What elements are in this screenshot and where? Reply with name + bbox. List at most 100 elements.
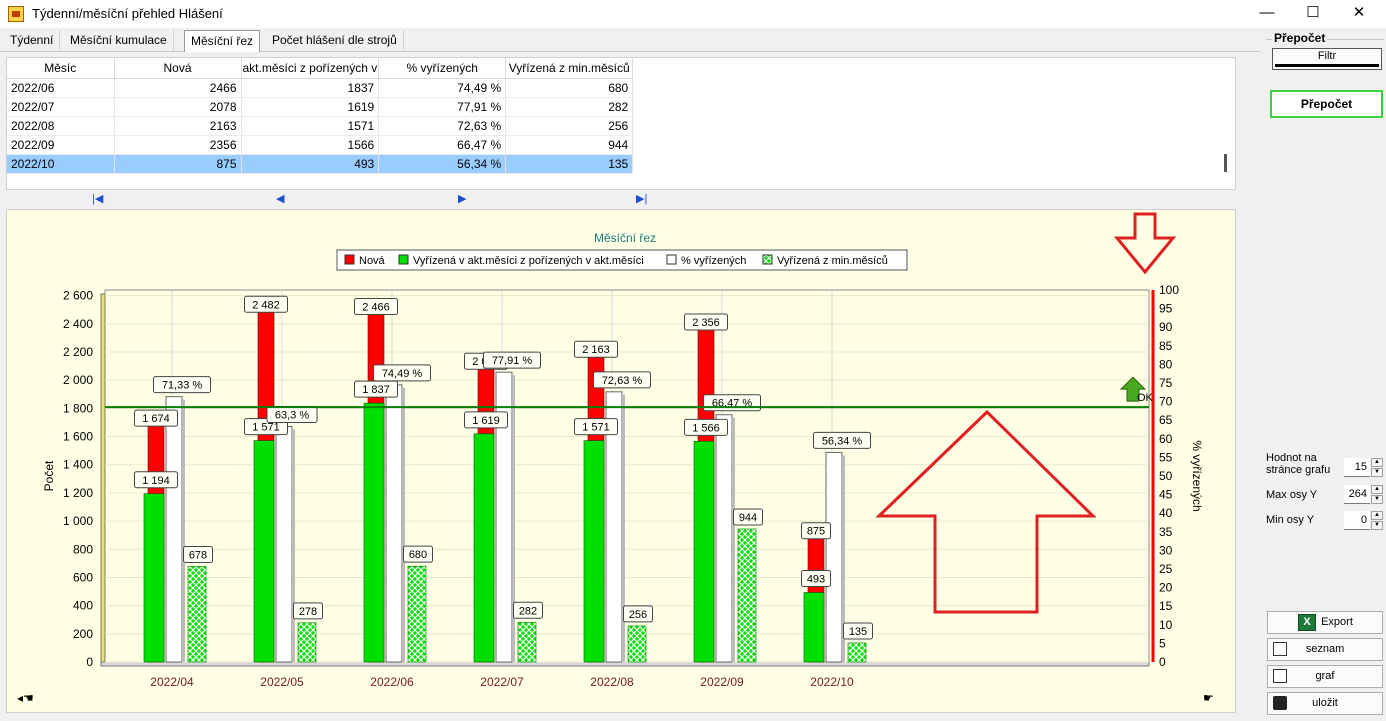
cell-vyrizena-akt: 493 [241, 154, 380, 174]
x-tick-label: 2022/06 [370, 675, 414, 689]
nav-first-button[interactable]: |◀ [92, 193, 104, 205]
hodnot-value[interactable]: 15 [1344, 458, 1370, 477]
y2-tick-label: 20 [1159, 581, 1173, 595]
tab-mesicni-kumulace[interactable]: Měsíční kumulace [64, 30, 174, 52]
data-label-procento-box [593, 371, 651, 389]
data-label-nova: 2 356 [692, 317, 720, 329]
spin-down-icon[interactable]: ▼ [1371, 468, 1383, 477]
data-grid[interactable]: Měsíc Nová akt.měsíci z pořízených v % v… [6, 57, 1236, 190]
y2-tick-label: 30 [1159, 543, 1173, 557]
spin-down-icon[interactable]: ▼ [1371, 495, 1383, 504]
scroll-left-icon: ◂☚ [17, 691, 34, 705]
nav-prev-button[interactable]: ◀ [276, 193, 285, 205]
hodnot-spinner[interactable]: 15 ▲ ▼ [1344, 458, 1384, 477]
tab-mesicni-rez[interactable]: Měsíční řez [184, 30, 261, 52]
nav-last-button[interactable]: ▶| [636, 193, 648, 205]
column-header-vyrizena-akt[interactable]: akt.měsíci z pořízených v [241, 58, 380, 79]
prepocet-button[interactable]: Přepočet [1270, 90, 1383, 118]
maximize-button[interactable]: ☐ [1306, 4, 1320, 21]
max-osy-spinner[interactable]: 264 ▲ ▼ [1344, 485, 1384, 504]
column-header-procento[interactable]: % vyřízených [378, 58, 507, 79]
filtr-indicator [1275, 64, 1379, 67]
y-tick-label: 1 600 [63, 430, 93, 444]
data-label-vyrizena-akt: 1 194 [142, 475, 170, 487]
x-tick-label: 2022/09 [700, 675, 744, 689]
min-osy-spinner[interactable]: 0 ▲ ▼ [1344, 511, 1384, 530]
y-tick-label: 1 800 [63, 401, 93, 415]
nav-next-button[interactable]: ▶ [458, 193, 467, 205]
cell-month: 2022/10 [7, 154, 115, 174]
cell-procento: 72,63 % [378, 116, 507, 136]
legend-swatch [666, 254, 677, 265]
data-label-procento: 77,91 % [492, 355, 533, 367]
table-row[interactable]: 2022/07 2078 1619 77,91 % 282 [7, 97, 634, 117]
y-tick-label: 400 [73, 599, 93, 613]
data-label-procento-box [813, 431, 871, 449]
table-row[interactable]: 2022/09 2356 1566 66,47 % 944 [7, 135, 634, 155]
cell-vyrizena-akt: 1837 [241, 78, 380, 98]
plot-floor [100, 661, 1150, 667]
legend-label: Nová [359, 255, 386, 267]
spin-up-icon[interactable]: ▲ [1371, 485, 1383, 494]
column-header-mesic[interactable]: Měsíc [7, 58, 115, 79]
cell-vyrizena-min: 282 [505, 97, 634, 117]
data-label-procento: 71,33 % [162, 380, 203, 392]
table-row-selected[interactable]: 2022/10 875 493 56,34 % 135 [7, 154, 634, 174]
bar-vyrizena-min [297, 622, 317, 663]
y2-tick-label: 35 [1159, 525, 1173, 539]
table-row[interactable]: 2022/06 2466 1837 74,49 % 680 [7, 78, 634, 98]
cell-nova: 2078 [114, 97, 242, 117]
data-label-nova-box [134, 409, 178, 427]
column-header-vyrizena-min[interactable]: Vyřízená z min.měsíců [505, 58, 634, 79]
data-label-vyrizena-min-box [403, 545, 433, 563]
seznam-button[interactable]: seznam [1267, 638, 1383, 661]
y-tick-label: 0 [86, 655, 93, 669]
data-label-vyrizena-min-box [843, 622, 873, 640]
filtr-button[interactable]: Filtr [1272, 48, 1382, 70]
column-header-nova[interactable]: Nová [114, 58, 242, 79]
save-disk-icon [1273, 696, 1287, 710]
data-label-vyrizena-min: 282 [519, 605, 537, 617]
annotation-down-arrow-icon [1113, 212, 1177, 275]
legend-label: Vyřízená z min.měsíců [777, 255, 888, 267]
spin-up-icon[interactable]: ▲ [1371, 511, 1383, 520]
printer-icon [1273, 669, 1287, 683]
y-tick-label: 2 600 [63, 289, 93, 303]
export-label: Export [1321, 616, 1353, 628]
spin-up-icon[interactable]: ▲ [1371, 458, 1383, 467]
bar-vyrizena-akt [253, 440, 275, 663]
table-row[interactable]: 2022/08 2163 1571 72,63 % 256 [7, 116, 634, 136]
graf-button[interactable]: graf [1267, 665, 1383, 688]
bar-vyrizena-min [847, 642, 867, 663]
y2-tick-label: 25 [1159, 562, 1173, 576]
y-tick-label: 1 000 [63, 514, 93, 528]
window-title: Týdenní/měsíční přehled Hlášení [32, 6, 223, 21]
chart-panel: 0 200 400 600 800 1 000 1 200 1 400 1 600 1 800 2 … [6, 209, 1236, 713]
annotation-up-arrow-icon [875, 409, 1097, 614]
tab-tydenni[interactable]: Týdenní [4, 30, 61, 52]
y-tick-label: 2 400 [63, 317, 93, 331]
min-osy-value[interactable]: 0 [1344, 511, 1370, 530]
bar-vyrizena-min [517, 621, 537, 663]
y-tick-label: 200 [73, 627, 93, 641]
y2-tick-label: 15 [1159, 599, 1173, 613]
spin-down-icon[interactable]: ▼ [1371, 521, 1383, 530]
data-label-vyrizena-min: 135 [849, 626, 867, 638]
data-label-nova-box [801, 522, 831, 540]
cell-vyrizena-min: 256 [505, 116, 634, 136]
data-label-vyrizena-akt-box [134, 471, 178, 489]
legend-swatch [344, 254, 355, 265]
min-osy-label: Min osy Y [1266, 514, 1315, 526]
close-button[interactable]: ✕ [1352, 4, 1366, 21]
export-button[interactable]: X Export [1267, 611, 1383, 634]
bar-vyrizena-akt [583, 440, 605, 663]
plot-left-wall [100, 293, 106, 667]
grid-scrollbar-thumb[interactable] [1224, 154, 1227, 172]
minimize-button[interactable]: — [1259, 4, 1275, 21]
ulozit-button[interactable]: uložit [1267, 692, 1383, 715]
bar-vyrizena-min [407, 565, 427, 663]
tab-pocet-hlaseni-dle-stroju[interactable]: Počet hlášení dle strojů [266, 30, 404, 52]
target-line-label: OK [1137, 392, 1154, 404]
y2-tick-label: 45 [1159, 488, 1173, 502]
max-osy-value[interactable]: 264 [1344, 485, 1370, 504]
